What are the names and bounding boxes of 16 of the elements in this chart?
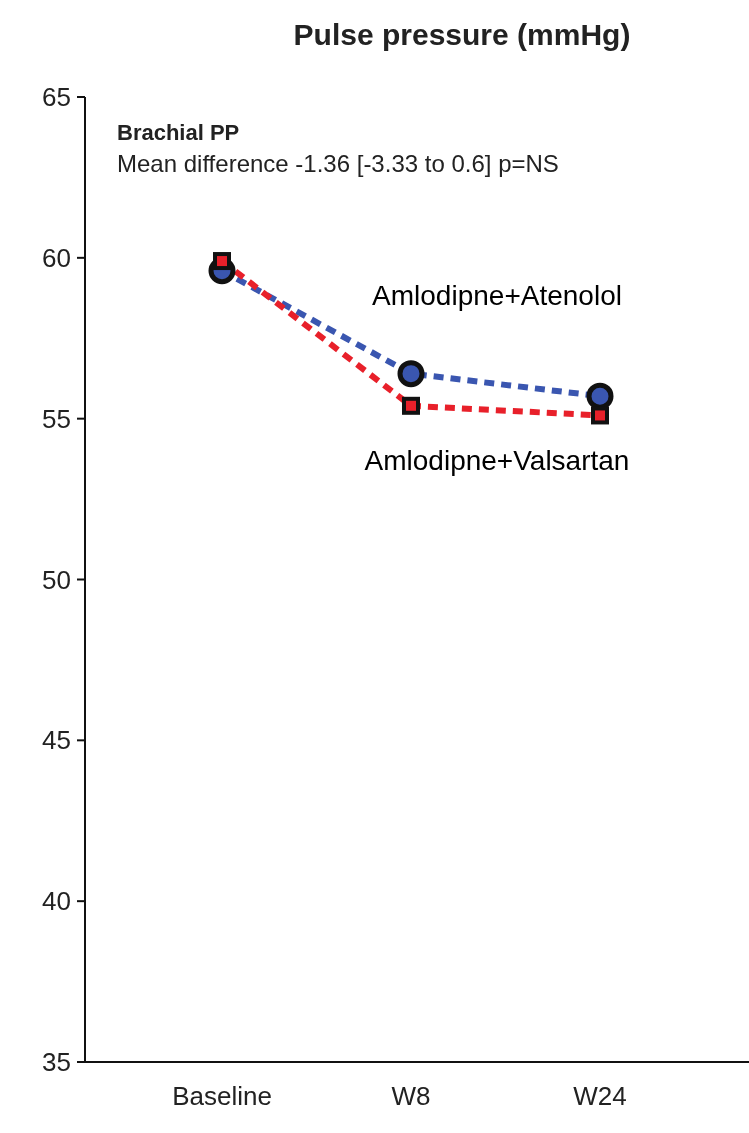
y-tick-label: 50 [42,564,71,595]
x-tick-label: W24 [573,1081,627,1111]
annotation: Brachial PP [117,120,240,145]
y-tick-label: 55 [42,403,71,434]
series-label: Amlodipne+Valsartan [364,445,630,476]
series-label: Amlodipne+Atenolol [372,280,622,311]
y-tick-label: 35 [42,1047,71,1078]
x-tick-label: Baseline [172,1081,272,1111]
point [397,360,425,388]
y-tick-label: 60 [42,242,71,273]
annotation: Mean difference -1.36 [-3.33 to 0.6] p=NS [117,150,559,177]
y-tick-label: 45 [42,725,71,756]
y-tick-label: 65 [42,82,71,113]
y-tick-label: 40 [42,886,71,917]
x-tick-label: W8 [391,1081,431,1111]
chart-title: Pulse pressure (mmHg) [293,18,631,51]
